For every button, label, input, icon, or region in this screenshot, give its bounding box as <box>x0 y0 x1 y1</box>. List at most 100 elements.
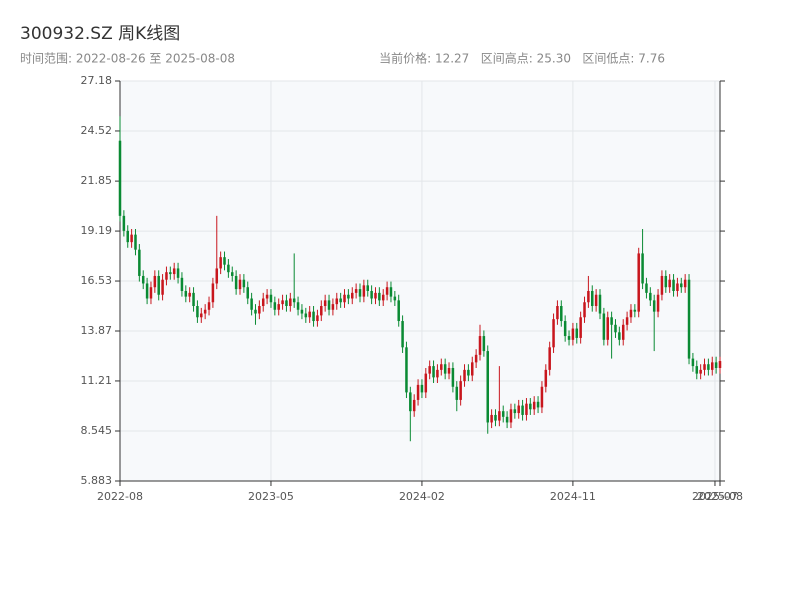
candle-body <box>494 414 497 421</box>
candle-body <box>157 275 160 295</box>
candle-body <box>440 364 443 370</box>
candle-body <box>583 302 586 318</box>
candle-body <box>505 416 509 423</box>
y-tick-label: 21.85 <box>81 174 113 187</box>
candle-body <box>296 302 300 310</box>
candle-body <box>416 384 420 400</box>
candle-body <box>598 294 602 314</box>
candle-body <box>645 283 648 293</box>
candle-body <box>420 384 424 393</box>
candle-body <box>374 292 377 299</box>
candle-body <box>548 347 551 370</box>
candle-body <box>211 283 215 303</box>
candle-body <box>153 275 157 288</box>
candle-body <box>401 321 404 348</box>
candle-body <box>486 351 489 423</box>
candle-body <box>490 414 493 423</box>
candle-body <box>501 411 505 417</box>
candle-body <box>180 277 184 291</box>
candle-body <box>474 354 478 363</box>
candle-body <box>242 279 246 288</box>
candle-body <box>250 298 253 310</box>
candle-body <box>176 268 180 278</box>
candle-body <box>610 317 613 325</box>
candle-body <box>118 140 122 216</box>
candle-body <box>165 272 168 280</box>
candle-body <box>258 306 261 314</box>
candle-body <box>641 253 644 284</box>
candle-body <box>567 336 571 340</box>
candle-body <box>358 289 362 297</box>
candle-body <box>405 347 408 393</box>
candle-body <box>397 300 400 322</box>
candle-body <box>200 313 203 318</box>
candle-body <box>432 366 435 378</box>
candle-body <box>238 279 242 290</box>
candle-body <box>273 302 277 310</box>
candle-body <box>265 294 269 299</box>
candle-body <box>347 294 350 299</box>
candle-body <box>602 313 606 340</box>
candle-body <box>269 294 273 303</box>
candle-body <box>327 300 331 310</box>
candle-body <box>664 275 668 288</box>
candle-body <box>227 264 230 273</box>
candle-body <box>316 315 319 322</box>
candle-body <box>231 272 234 276</box>
candle-body <box>711 362 714 370</box>
y-tick-label: 19.19 <box>81 224 113 237</box>
candle-body <box>366 285 369 291</box>
y-tick-label: 11.21 <box>81 374 113 387</box>
candle-body <box>707 364 710 370</box>
candle-body <box>455 386 459 400</box>
y-tick-label: 13.87 <box>81 324 113 337</box>
candle-body <box>618 332 621 340</box>
candle-body <box>149 287 153 299</box>
candle-body <box>130 234 133 243</box>
x-tick-label: 2024-02 <box>399 490 445 503</box>
candle-body <box>281 300 284 305</box>
candle-body <box>517 405 520 414</box>
candle-body <box>699 369 702 374</box>
candle-body <box>498 411 501 421</box>
candle-body <box>672 279 675 291</box>
candle-body <box>509 409 513 423</box>
candle-body <box>393 296 397 301</box>
candle-body <box>629 309 633 318</box>
stats: 当前价格: 12.27 区间高点: 25.30 区间低点: 7.76 <box>379 51 665 66</box>
candle-body <box>223 257 226 265</box>
candle-body <box>370 290 373 299</box>
candle-body <box>579 317 582 338</box>
chart-title: 300932.SZ 周K线图 <box>20 24 180 44</box>
candle-body <box>246 287 249 299</box>
candle-body <box>215 268 219 284</box>
x-tick-label: 2023-05 <box>248 490 294 503</box>
candle-body <box>556 306 559 320</box>
candle-body <box>308 311 311 318</box>
candle-body <box>161 279 164 295</box>
candle-body <box>134 234 137 250</box>
candle-body <box>637 253 640 312</box>
candle-body <box>695 366 699 374</box>
candle-body <box>172 268 176 275</box>
candle-body <box>529 403 532 410</box>
y-tick-label: 27.18 <box>81 74 113 87</box>
candle-body <box>532 401 536 410</box>
y-tick-label: 5.883 <box>81 474 113 487</box>
candle-body <box>536 401 540 408</box>
candle-body <box>563 321 567 337</box>
candle-body <box>552 319 555 348</box>
candle-body <box>463 369 466 382</box>
candle-body <box>703 364 706 370</box>
candle-body <box>591 290 594 307</box>
candle-body <box>335 298 339 305</box>
candle-body <box>122 215 126 231</box>
candle-body <box>540 386 544 408</box>
y-tick-label: 16.53 <box>81 274 113 287</box>
candle-body <box>714 362 718 368</box>
candle-body <box>385 287 389 295</box>
candle-body <box>687 279 691 359</box>
candle-body <box>660 275 664 295</box>
candle-body <box>447 367 451 374</box>
